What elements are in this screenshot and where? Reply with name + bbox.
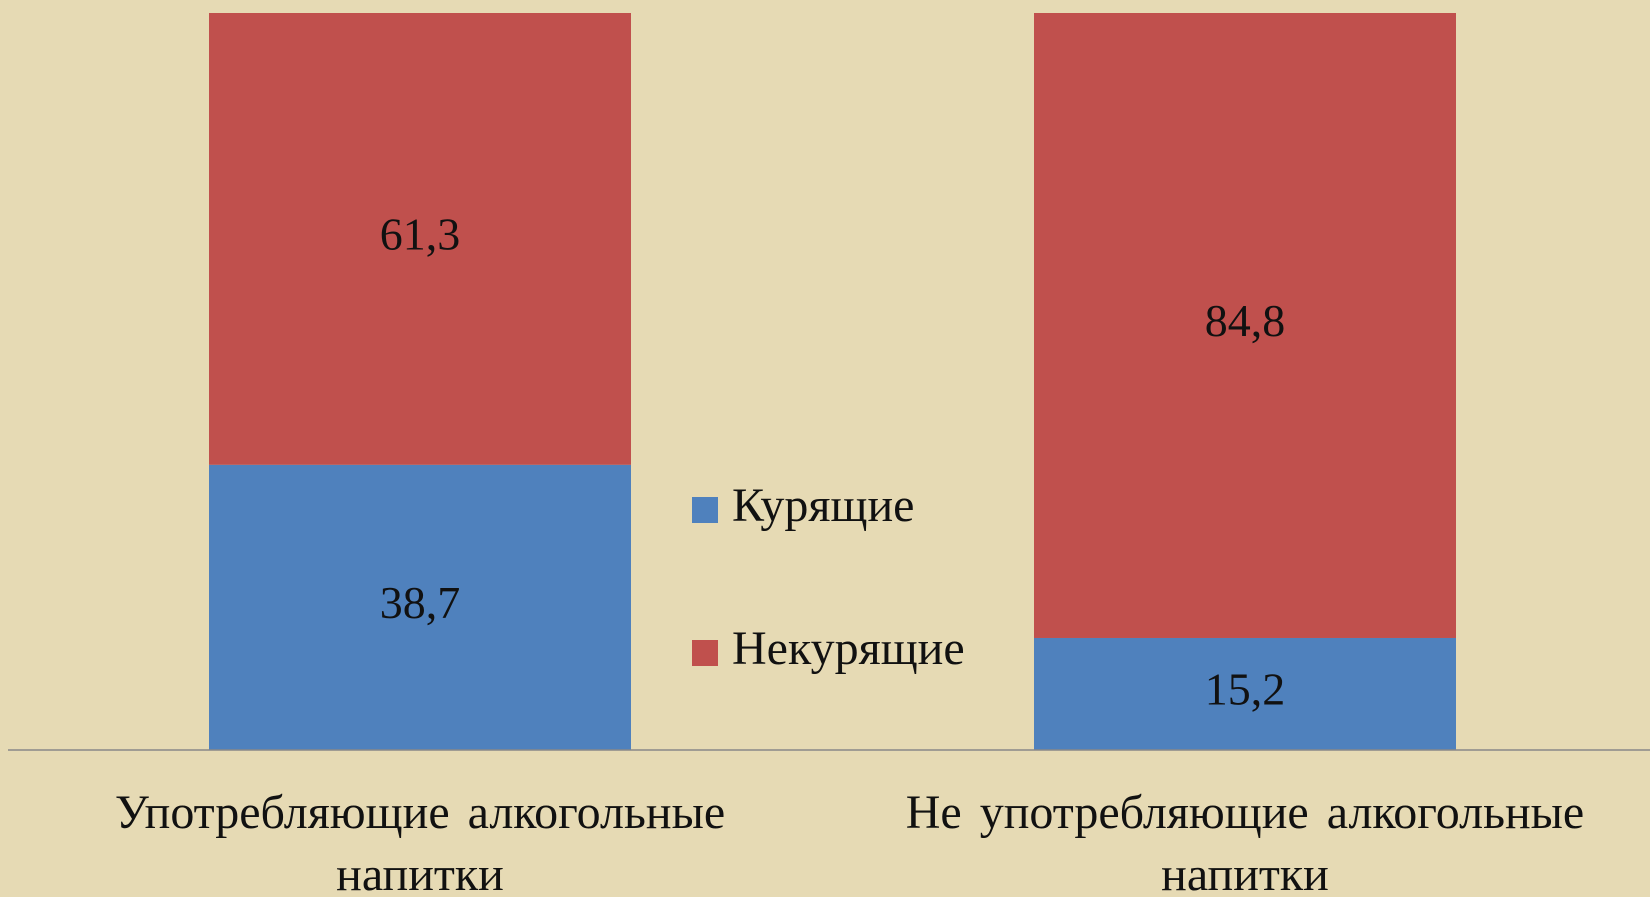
bar-segment — [209, 464, 631, 750]
category-label: Не употребляющие алкогольные напитки — [905, 786, 1585, 897]
legend-swatch — [692, 497, 718, 523]
data-label: 38,7 — [380, 577, 461, 628]
bar-segment — [1034, 13, 1456, 638]
bar-segment — [1034, 637, 1456, 750]
legend-swatch — [692, 640, 718, 666]
legend-label: Некурящие — [732, 622, 965, 675]
data-label: 61,3 — [380, 208, 461, 259]
category-label: Употребляющие алкогольные напитки — [114, 786, 726, 897]
data-label: 15,2 — [1205, 664, 1286, 715]
data-label: 84,8 — [1205, 295, 1286, 346]
bar-segment — [209, 13, 631, 465]
legend-label: Курящие — [732, 479, 914, 532]
